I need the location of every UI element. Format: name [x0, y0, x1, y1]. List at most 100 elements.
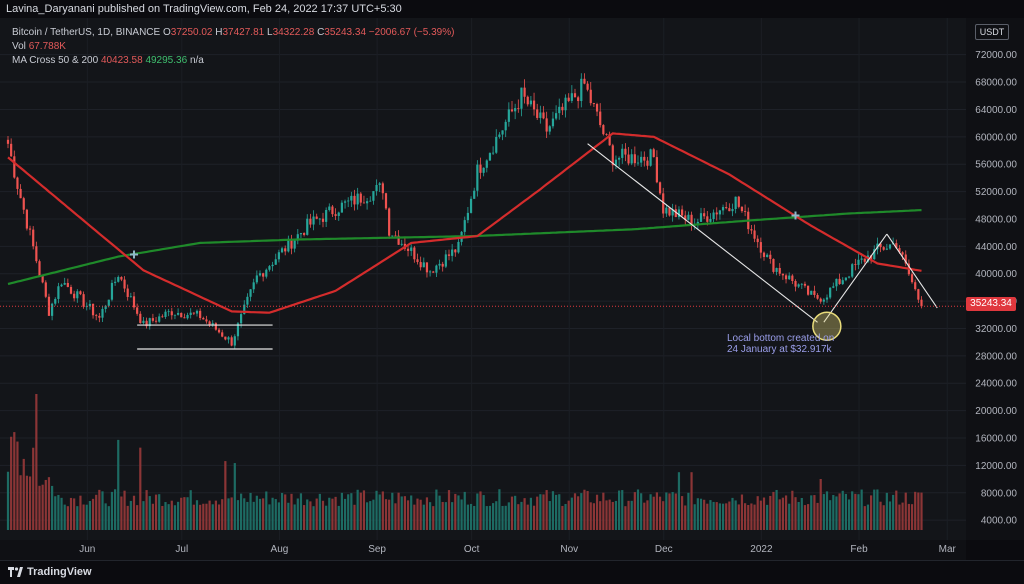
volume-bar: [649, 494, 652, 530]
price-axis[interactable]: [966, 18, 1024, 540]
candle: [328, 206, 331, 211]
candle: [709, 219, 712, 222]
candle: [199, 310, 202, 318]
candle: [432, 271, 435, 273]
candle: [378, 183, 381, 185]
volume-bar: [624, 506, 627, 530]
candle: [703, 213, 706, 217]
candle: [791, 275, 794, 282]
volume-bar: [829, 500, 832, 530]
candle: [636, 162, 640, 164]
legend-row-ma: MA Cross 50 & 200 40423.58 49295.36 n/a: [12, 54, 454, 68]
volume-bar: [800, 497, 803, 530]
volume-bar: [177, 501, 180, 530]
candle: [476, 164, 479, 191]
volume-bar: [838, 493, 841, 530]
candle: [410, 247, 413, 251]
candle: [353, 195, 356, 205]
candle: [772, 258, 775, 272]
candle: [293, 240, 296, 249]
candle: [851, 264, 854, 277]
volume-bar: [460, 499, 463, 530]
local-bottom-marker: [812, 311, 842, 341]
candle: [731, 208, 734, 212]
volume-bar: [825, 491, 829, 530]
candle: [457, 241, 460, 253]
candle: [60, 284, 63, 287]
candle: [589, 89, 592, 104]
candle: [548, 126, 551, 132]
volume-bar: [151, 503, 154, 530]
candle: [252, 282, 255, 290]
volume-bar: [167, 504, 170, 530]
candle: [98, 315, 101, 318]
candle: [170, 311, 173, 316]
volume-bar: [652, 496, 655, 530]
volume-bar: [400, 496, 403, 530]
candle: [309, 218, 312, 225]
volume-bar: [595, 494, 599, 530]
candle: [369, 200, 372, 202]
candle: [447, 254, 451, 256]
candle: [318, 218, 321, 220]
volume-bar: [164, 502, 167, 530]
volume-bar: [224, 461, 227, 530]
volume-bar: [536, 496, 539, 530]
candle: [347, 200, 350, 202]
candle: [652, 149, 655, 158]
candle: [91, 303, 95, 316]
volume-bar: [759, 500, 762, 530]
volume-bar: [854, 493, 857, 530]
volume-bar: [6, 471, 10, 530]
legend-open: 37250.02: [170, 27, 213, 38]
candle: [236, 323, 240, 337]
candle: [35, 246, 38, 262]
candle: [766, 254, 769, 257]
volume-bar: [665, 492, 668, 530]
volume-bar: [280, 492, 284, 530]
volume-bar: [429, 502, 432, 530]
candle: [284, 248, 287, 252]
candle: [416, 259, 419, 263]
candle: [485, 160, 488, 168]
candle: [558, 106, 561, 114]
volume-bar: [306, 499, 309, 530]
volume-bar: [514, 495, 517, 530]
candle: [529, 100, 532, 105]
candle: [85, 306, 88, 308]
candle: [167, 311, 170, 313]
candle: [781, 273, 784, 276]
volume-bar: [721, 503, 725, 530]
tradingview-logo[interactable]: TradingView: [8, 566, 92, 578]
volume-bar: [734, 500, 737, 530]
candle: [123, 279, 126, 289]
volume-bar: [520, 501, 523, 530]
candle: [784, 275, 788, 280]
publisher-text: Lavina_Daryanani published on TradingVie…: [6, 3, 402, 15]
price-tick-label: 8000.00: [981, 488, 1018, 499]
volume-bar: [772, 491, 775, 530]
candle: [73, 293, 76, 299]
candle: [718, 210, 721, 215]
currency-selector[interactable]: USDT: [975, 24, 1009, 40]
volume-bar: [296, 498, 299, 530]
candle: [788, 275, 791, 280]
volume-bar: [750, 503, 753, 530]
volume-bar: [592, 503, 595, 530]
candle: [303, 233, 306, 235]
volume-bar: [684, 505, 687, 530]
candle: [778, 267, 781, 274]
volume-bar: [608, 499, 611, 530]
volume-bar: [375, 490, 378, 530]
candle: [129, 296, 132, 298]
volume-bar: [416, 498, 419, 530]
candle: [211, 323, 214, 325]
candle: [132, 296, 136, 308]
time-axis[interactable]: [0, 540, 966, 560]
time-tick-label: Mar: [939, 544, 957, 555]
volume-bar: [762, 497, 766, 530]
candle: [366, 201, 369, 204]
candle: [177, 312, 180, 315]
volume-bar: [353, 504, 356, 530]
